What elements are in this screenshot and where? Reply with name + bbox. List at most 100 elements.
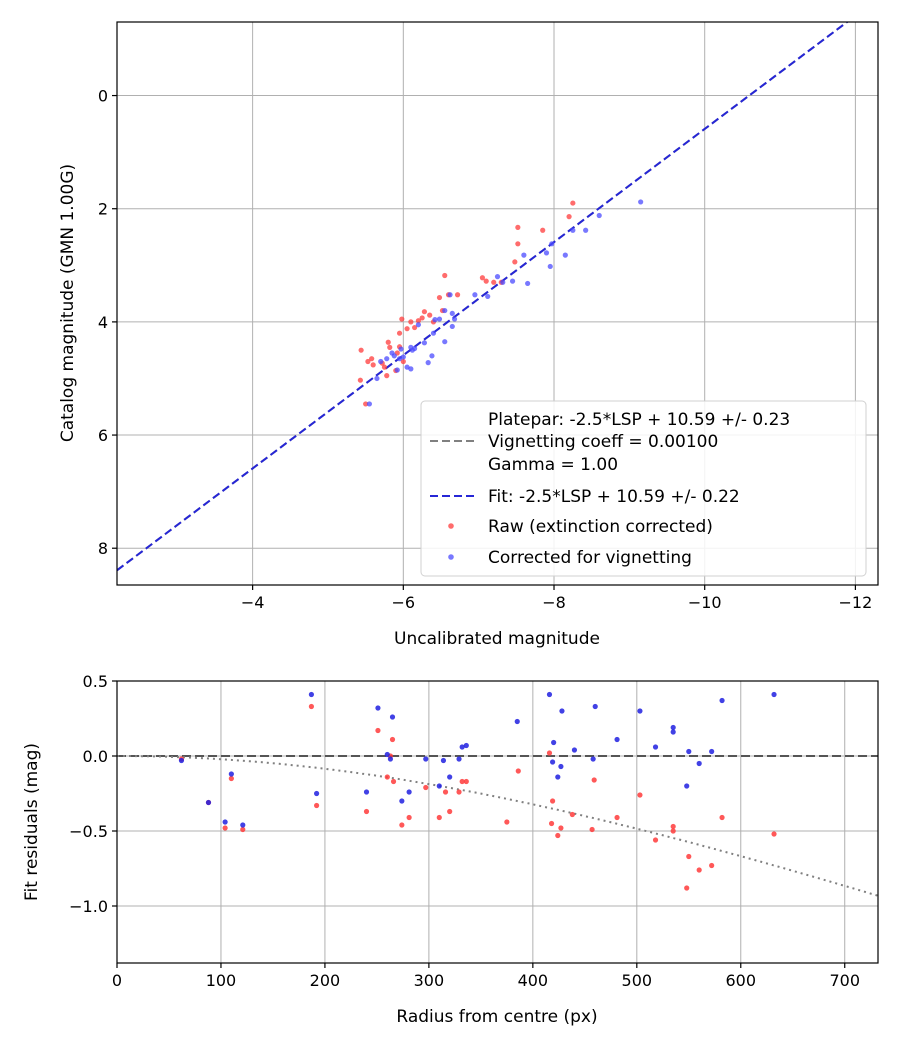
corrected-point <box>571 747 578 753</box>
x-tick-label: 700 <box>829 971 860 990</box>
corrected-point <box>308 691 315 698</box>
corrected-point <box>521 252 527 258</box>
residuals-x-axis-label: Radius from centre (px) <box>396 1007 597 1027</box>
corrected-point <box>240 822 246 828</box>
corrected-point <box>447 774 453 780</box>
corrected-point <box>384 751 390 758</box>
corrected-point <box>771 691 777 698</box>
corrected-point <box>546 691 553 698</box>
x-tick-label: 100 <box>206 971 237 990</box>
raw-point <box>384 774 390 780</box>
raw-point <box>419 315 425 321</box>
corrected-point <box>375 705 381 711</box>
raw-point <box>381 364 388 370</box>
corrected-point <box>442 339 448 345</box>
calibration-y-ticks: 0 2 4 6 8 <box>98 87 117 558</box>
corrected-point <box>366 401 373 407</box>
raw-point <box>412 324 418 331</box>
raw-point <box>365 358 371 365</box>
residuals-reference-lines <box>117 755 878 897</box>
corrected-point <box>408 366 414 372</box>
corrected-point <box>387 756 394 762</box>
corrected-point <box>391 353 397 359</box>
y-tick-label: −0.5 <box>69 822 108 841</box>
corrected-point <box>547 263 553 270</box>
corrected-point <box>709 748 715 755</box>
x-tick-label: 300 <box>414 971 445 990</box>
corrected-point <box>549 241 555 247</box>
raw-point <box>546 750 553 756</box>
raw-point <box>504 819 510 825</box>
legend-raw-label: Raw (extinction corrected) <box>488 517 713 537</box>
raw-point <box>436 294 443 301</box>
calibration-x-ticks: −4 −6 −8 −10 −12 <box>241 585 872 612</box>
calibration-y-axis-label: Catalog magnitude (GMN 1.00G) <box>58 164 78 442</box>
corrected-point <box>456 756 462 762</box>
raw-point <box>228 775 234 782</box>
legend: Platepar: -2.5*LSP + 10.59 +/- 0.23 Vign… <box>420 400 867 577</box>
raw-point <box>399 822 405 828</box>
y-tick-label: 6 <box>98 426 108 445</box>
raw-point <box>389 736 396 743</box>
raw-point <box>369 356 375 362</box>
raw-point <box>363 808 370 815</box>
corrected-point <box>363 789 370 795</box>
corrected-point <box>559 708 565 714</box>
raw-point <box>358 347 364 353</box>
corrected-point <box>485 293 491 300</box>
raw-point <box>222 825 228 831</box>
raw-point <box>390 778 397 785</box>
raw-point <box>548 820 555 827</box>
raw-point <box>408 319 414 325</box>
raw-point <box>427 312 433 318</box>
raw-point <box>515 241 521 247</box>
legend-corrected-label: Corrected for vignetting <box>488 548 692 568</box>
x-tick-label: 600 <box>725 971 756 990</box>
corrected-point <box>436 316 443 322</box>
corrected-point <box>432 317 438 323</box>
calibration-plot: −4 −6 −8 −10 −12 0 2 4 6 8 Uncalibrated magnitud… <box>58 21 879 649</box>
raw-point <box>357 377 363 383</box>
legend-box <box>420 400 867 577</box>
raw-point <box>589 826 595 833</box>
raw-point <box>709 862 715 869</box>
raw-point <box>423 784 429 791</box>
corrected-point <box>178 757 185 764</box>
corrected-point <box>415 322 421 328</box>
legend-platepar-label: Platepar: -2.5*LSP + 10.59 +/- 0.23 <box>488 410 790 430</box>
raw-point <box>479 275 486 281</box>
raw-point <box>614 814 620 821</box>
corrected-point <box>440 757 447 764</box>
raw-point <box>463 778 469 785</box>
corrected-point <box>638 199 644 205</box>
corrected-point <box>570 227 576 233</box>
corrected-point <box>596 212 602 219</box>
raw-point <box>396 330 403 336</box>
corrected-point <box>592 703 598 710</box>
corrected-point <box>637 708 643 714</box>
y-tick-label: 0.5 <box>83 672 108 691</box>
corrected-point <box>423 756 429 762</box>
corrected-point <box>314 790 320 797</box>
raw-point <box>652 837 659 843</box>
corrected-point <box>449 323 455 330</box>
corrected-point <box>543 250 550 256</box>
calibration-x-axis-label: Uncalibrated magnitude <box>394 629 600 649</box>
corrected-point <box>442 307 448 314</box>
residuals-x-ticks: 0 100 200 300 400 500 600 700 <box>112 963 860 990</box>
raw-point <box>515 768 521 774</box>
raw-point <box>385 339 391 345</box>
corrected-point <box>222 819 228 825</box>
legend-fit-label: Fit: -2.5*LSP + 10.59 +/- 0.22 <box>488 487 740 507</box>
raw-point <box>512 259 518 265</box>
raw-point <box>442 789 449 795</box>
corrected-point <box>436 783 442 789</box>
raw-point <box>566 214 572 220</box>
corrected-point <box>459 744 465 750</box>
corrected-point <box>652 744 659 750</box>
corrected-point <box>719 697 725 704</box>
corrected-point <box>555 774 561 780</box>
raw-point <box>771 831 777 837</box>
raw-point <box>670 823 676 830</box>
raw-point <box>400 358 406 365</box>
